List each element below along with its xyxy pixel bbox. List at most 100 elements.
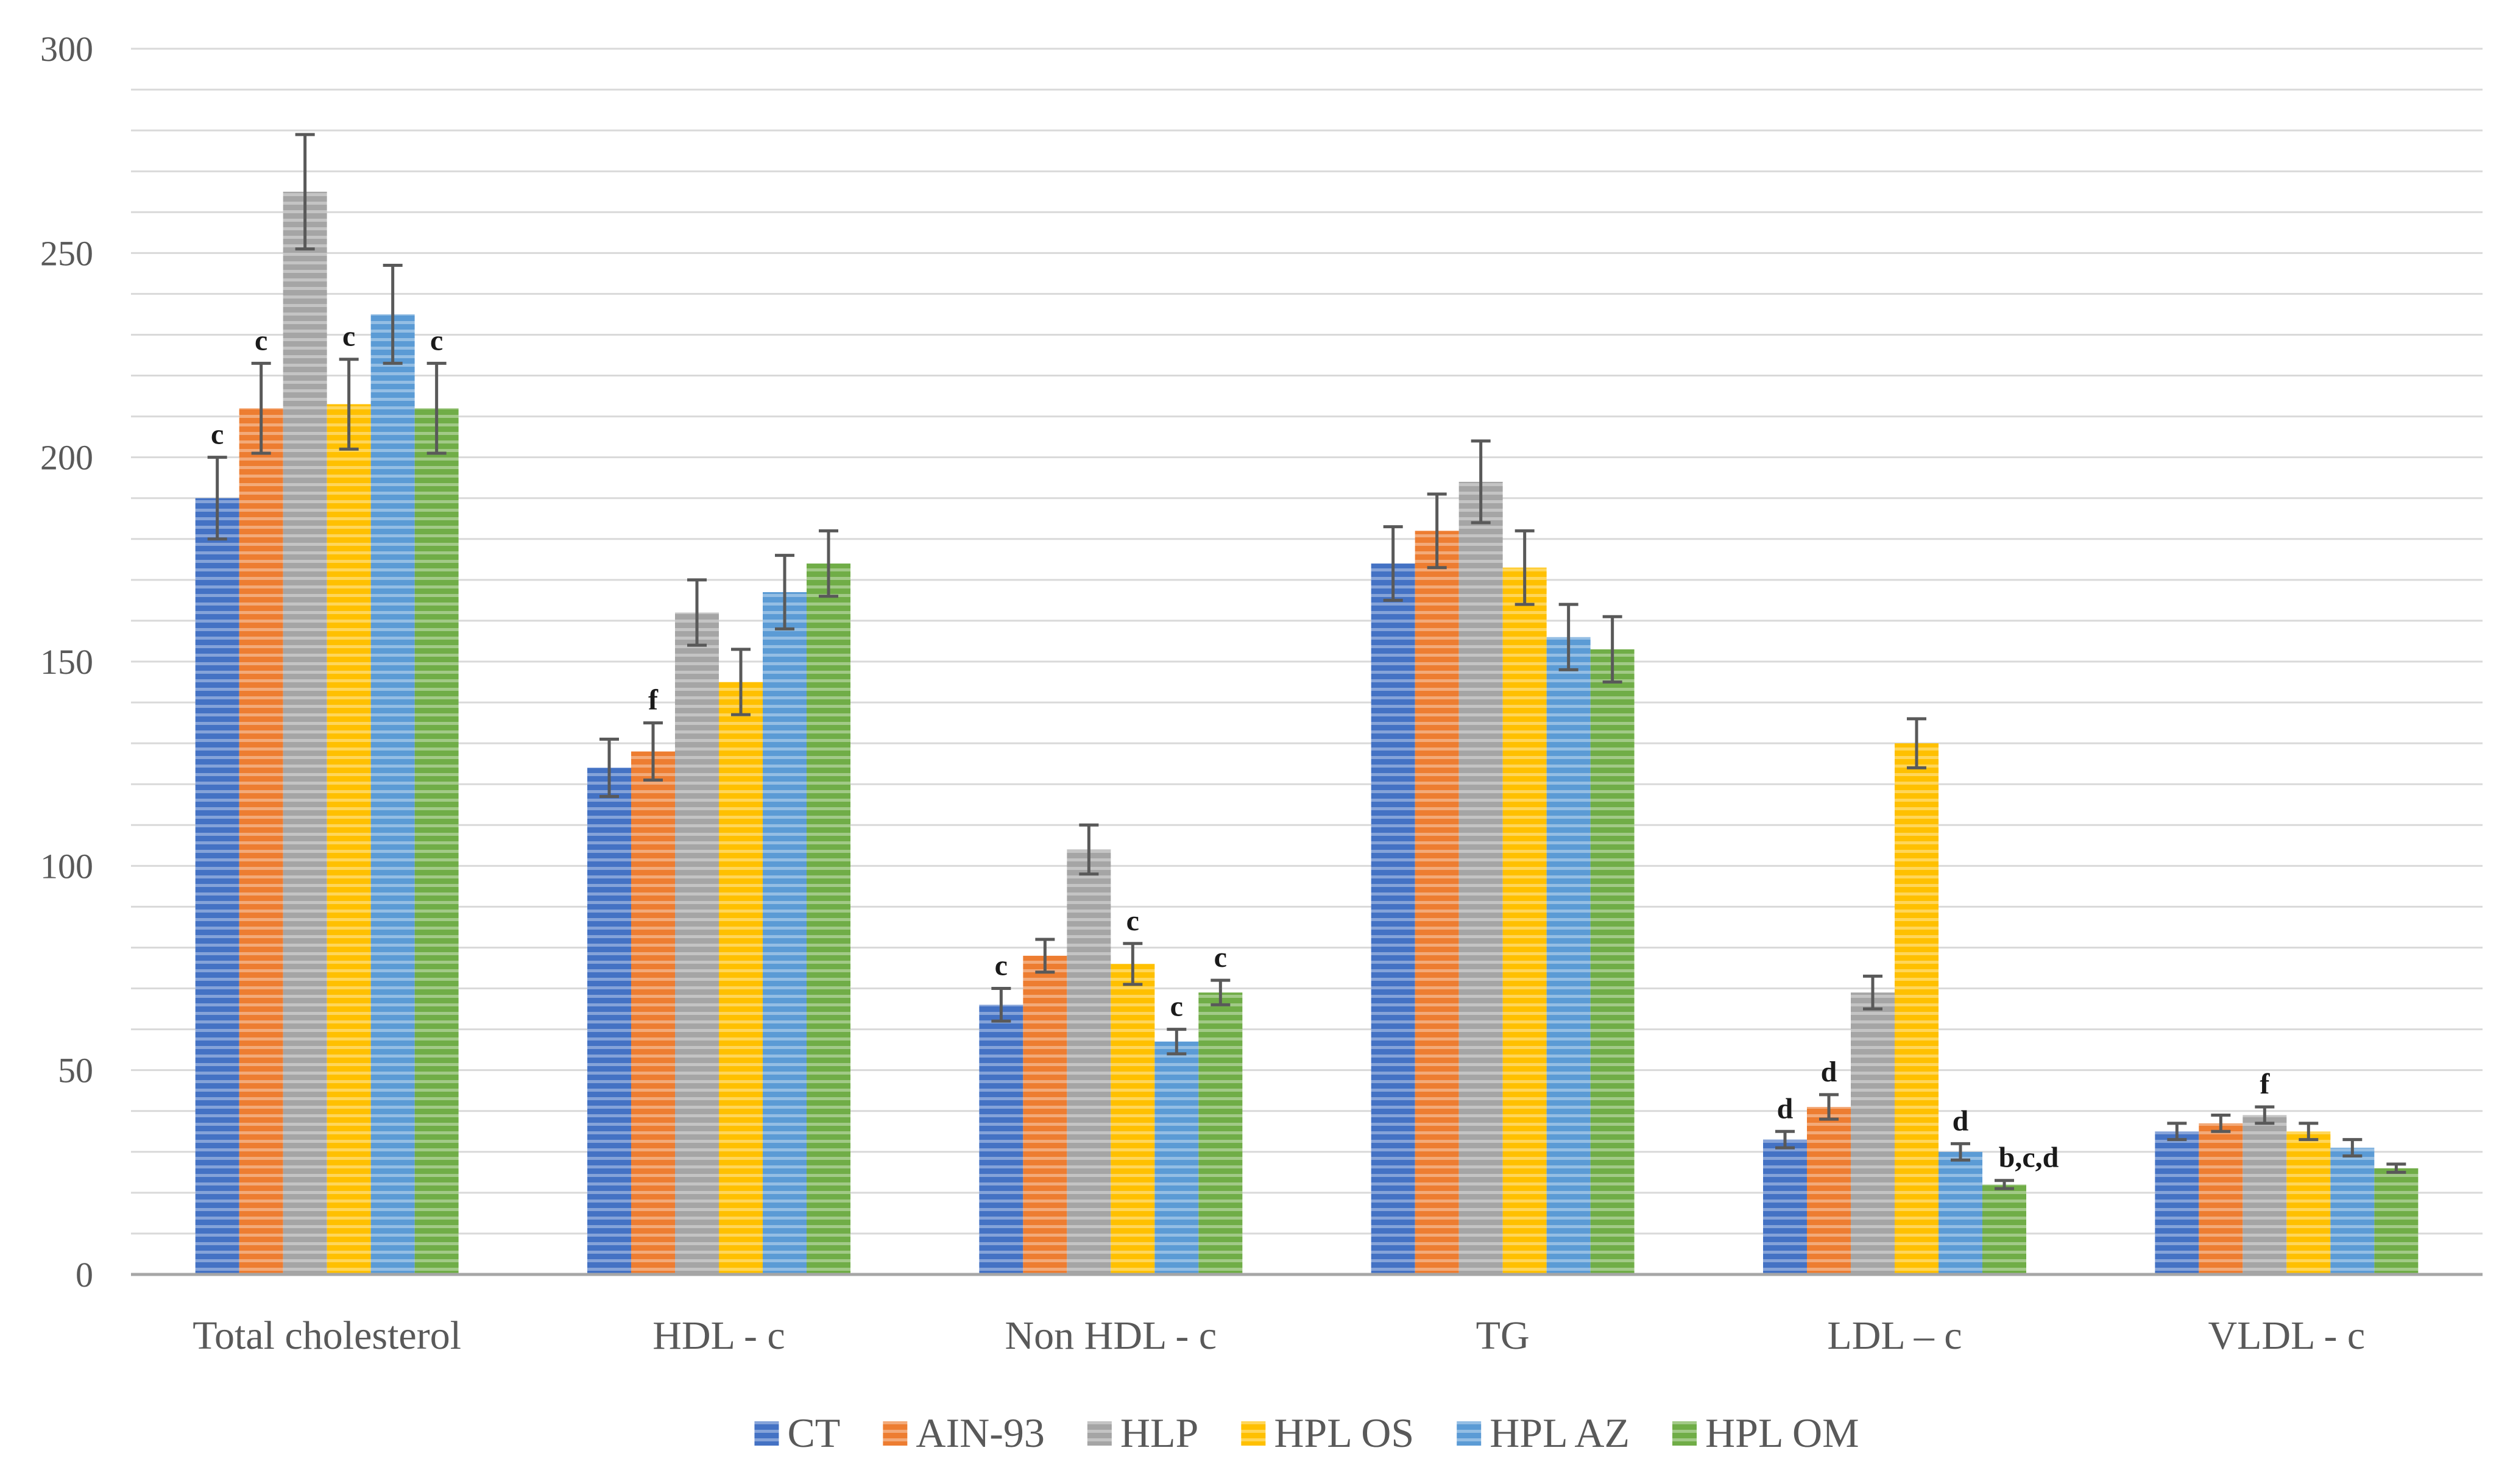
bar-hpl-az-total-cholesterol [370,314,415,1274]
significance-label: c [1170,991,1183,1023]
error-bar-hpl-az-tg [1558,602,1578,671]
x-category-label: LDL – c [1827,1313,1962,1358]
bar-hlp-hdl-c [675,612,719,1274]
error-bar-hpl-om-non-hdl-c [1211,978,1231,1006]
error-bar-hpl-om-total-cholesterol [426,361,447,455]
significance-label: f [648,684,659,716]
legend-item-ct: CT [754,1410,840,1456]
y-tick-label: 300 [40,29,93,69]
bar-hlp-vldl-c [2243,1115,2287,1274]
significance-label: c [1214,941,1227,973]
legend-item-hpl-az: HPL AZ [1457,1410,1630,1456]
bar-hpl-om-vldl-c [2374,1168,2419,1274]
bar-ct-vldl-c [2155,1131,2199,1274]
error-bar-ain-93-tg [1427,492,1447,570]
legend-swatch [1241,1421,1266,1446]
x-category-label: HDL - c [652,1313,785,1358]
bar-ct-ldl-c [1763,1139,1807,1274]
significance-label: d [1821,1056,1837,1088]
error-bar-ain-93-hdl-c [643,721,663,782]
axes: 0 50 100 150 200 250 300 Total cholesterol HDL -… [40,29,2483,1358]
legend-label: HPL OS [1274,1410,1414,1456]
error-bar-hpl-az-hdl-c [775,554,794,631]
bar-ain-93-vldl-c [2199,1123,2243,1274]
bar-ct-tg [1371,564,1415,1274]
y-tick-label: 50 [58,1051,93,1090]
bar-ain-93-total-cholesterol [239,408,283,1274]
bars [195,191,2419,1275]
error-bars [207,133,2406,1190]
bar-hpl-om-total-cholesterol [414,408,459,1274]
bar-hpl-az-ldl-c [1939,1151,1982,1274]
bar-hpl-os-tg [1502,567,1547,1275]
error-bar-hpl-os-non-hdl-c [1123,942,1143,986]
error-bar-ain-93-vldl-c [2211,1113,2231,1133]
error-bar-hpl-os-hdl-c [731,648,751,716]
legend-label: CT [787,1410,840,1456]
error-bar-hpl-os-ldl-c [1907,717,1926,769]
bar-ain-93-tg [1415,531,1459,1274]
x-category-label: Non HDL - c [1005,1313,1217,1358]
legend-swatch [883,1421,908,1446]
bar-hpl-az-tg [1546,637,1591,1274]
bar-hpl-os-ldl-c [1895,743,1939,1274]
error-bar-hpl-az-non-hdl-c [1167,1028,1187,1056]
error-bar-ct-hdl-c [599,737,619,798]
bar-hlp-total-cholesterol [283,191,327,1274]
x-category-label: VLDL - c [2208,1313,2365,1358]
legend-swatch [1457,1421,1482,1446]
error-bar-hpl-om-vldl-c [2386,1162,2406,1174]
bar-hpl-az-vldl-c [2330,1148,2375,1274]
x-category-label: TG [1476,1313,1530,1358]
bar-hpl-os-vldl-c [2286,1131,2331,1274]
bar-ct-total-cholesterol [195,498,239,1274]
legend-label: HPL OM [1705,1410,1859,1456]
bar-hlp-ldl-c [1851,992,1895,1274]
significance-label: d [1953,1104,1969,1137]
error-bar-hpl-om-ldl-c [1995,1179,2014,1190]
error-bar-ain-93-total-cholesterol [251,361,271,455]
bar-ain-93-hdl-c [631,751,675,1274]
x-category-label: Total cholesterol [193,1313,461,1358]
legend-item-ain-93: AIN-93 [883,1410,1045,1456]
legend-label: AIN-93 [916,1410,1045,1456]
error-bar-hpl-os-total-cholesterol [339,358,359,451]
significance-label: c [255,324,267,356]
bar-ct-non-hdl-c [979,1005,1023,1274]
bar-hpl-om-ldl-c [1982,1184,2026,1274]
error-bar-hlp-hdl-c [687,578,707,647]
legend-swatch [754,1421,779,1446]
error-bar-ct-ldl-c [1775,1129,1795,1150]
bar-hpl-os-total-cholesterol [327,404,371,1274]
error-bar-hpl-az-vldl-c [2342,1138,2363,1158]
bar-hpl-om-non-hdl-c [1198,992,1243,1274]
gridlines [131,48,2483,1235]
bar-hlp-tg [1458,481,1503,1274]
bar-hpl-os-hdl-c [719,682,763,1274]
error-bar-hpl-om-hdl-c [819,529,838,598]
error-bar-ct-total-cholesterol [207,456,227,541]
legend-item-hpl-os: HPL OS [1241,1410,1414,1456]
y-tick-label: 150 [40,642,93,682]
legend-item-hpl-om: HPL OM [1672,1410,1859,1456]
error-bar-hlp-total-cholesterol [295,133,315,251]
legend: CT AIN-93 HLP HPL OS HPL AZ HPL OM [754,1410,1859,1456]
error-bar-ct-vldl-c [2167,1122,2187,1142]
bar-hpl-az-hdl-c [763,592,807,1274]
significance-label: d [1777,1092,1794,1125]
legend-item-hlp: HLP [1087,1410,1198,1456]
error-bar-hpl-os-tg [1515,529,1535,606]
error-bar-hpl-om-tg [1602,615,1622,684]
error-bar-hpl-az-ldl-c [1951,1142,1970,1162]
significance-label: c [342,320,355,353]
error-bar-hlp-tg [1471,439,1491,525]
bar-ain-93-non-hdl-c [1023,955,1067,1274]
significance-label: b,c,d [1999,1142,2059,1174]
bar-hlp-non-hdl-c [1067,849,1111,1274]
error-bar-ain-93-non-hdl-c [1035,938,1055,974]
y-tick-label: 0 [76,1255,93,1295]
bar-ain-93-ldl-c [1807,1107,1851,1274]
bar-hpl-om-tg [1590,649,1635,1274]
